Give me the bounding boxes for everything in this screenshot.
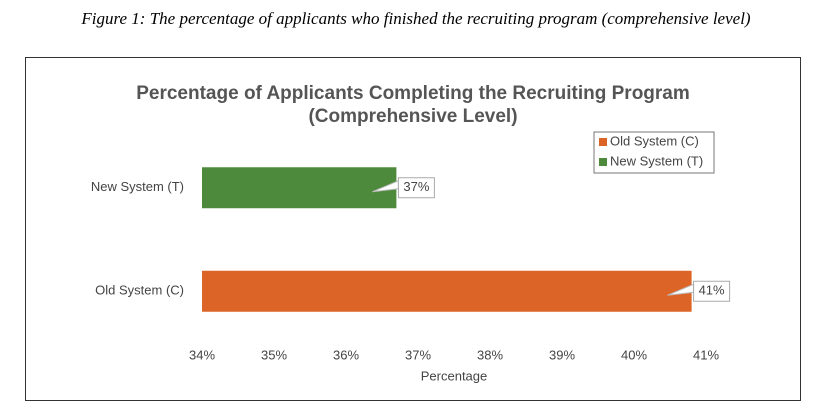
y-tick-label: New System (T) bbox=[91, 179, 184, 194]
legend-label: Old System (C) bbox=[610, 133, 699, 148]
x-tick-label: 37% bbox=[405, 347, 431, 362]
bar bbox=[202, 270, 692, 312]
x-tick-label: 39% bbox=[549, 347, 575, 362]
data-label: 41% bbox=[699, 283, 725, 298]
legend-box bbox=[593, 131, 715, 174]
legend-swatch bbox=[599, 158, 607, 166]
x-tick-label: 36% bbox=[333, 347, 359, 362]
x-tick-label: 41% bbox=[693, 347, 719, 362]
data-label: 37% bbox=[403, 179, 429, 194]
chart: 34% 35% 36% 37% 38% 39% 40% 41% Percentage New Sy… bbox=[91, 131, 731, 383]
x-tick-label: 34% bbox=[189, 347, 215, 362]
label-box bbox=[397, 177, 435, 199]
x-tick-label: 38% bbox=[477, 347, 503, 362]
chart-frame: 34% 35% 36% 37% 38% 39% 40% 41% Percentage New Sy… bbox=[25, 57, 801, 401]
chart-title: Percentage of Applicants Completing the … bbox=[136, 83, 690, 127]
label-box bbox=[693, 280, 731, 302]
figure-caption: Figure 1: The percentage of applicants w… bbox=[81, 9, 751, 28]
legend-label: New System (T) bbox=[610, 153, 703, 168]
x-tick-label: 35% bbox=[261, 347, 287, 362]
bar bbox=[202, 167, 397, 209]
x-axis-label: Percentage bbox=[421, 368, 488, 383]
y-tick-label: Old System (C) bbox=[95, 283, 184, 298]
x-tick-label: 40% bbox=[621, 347, 647, 362]
legend-swatch bbox=[599, 138, 607, 146]
